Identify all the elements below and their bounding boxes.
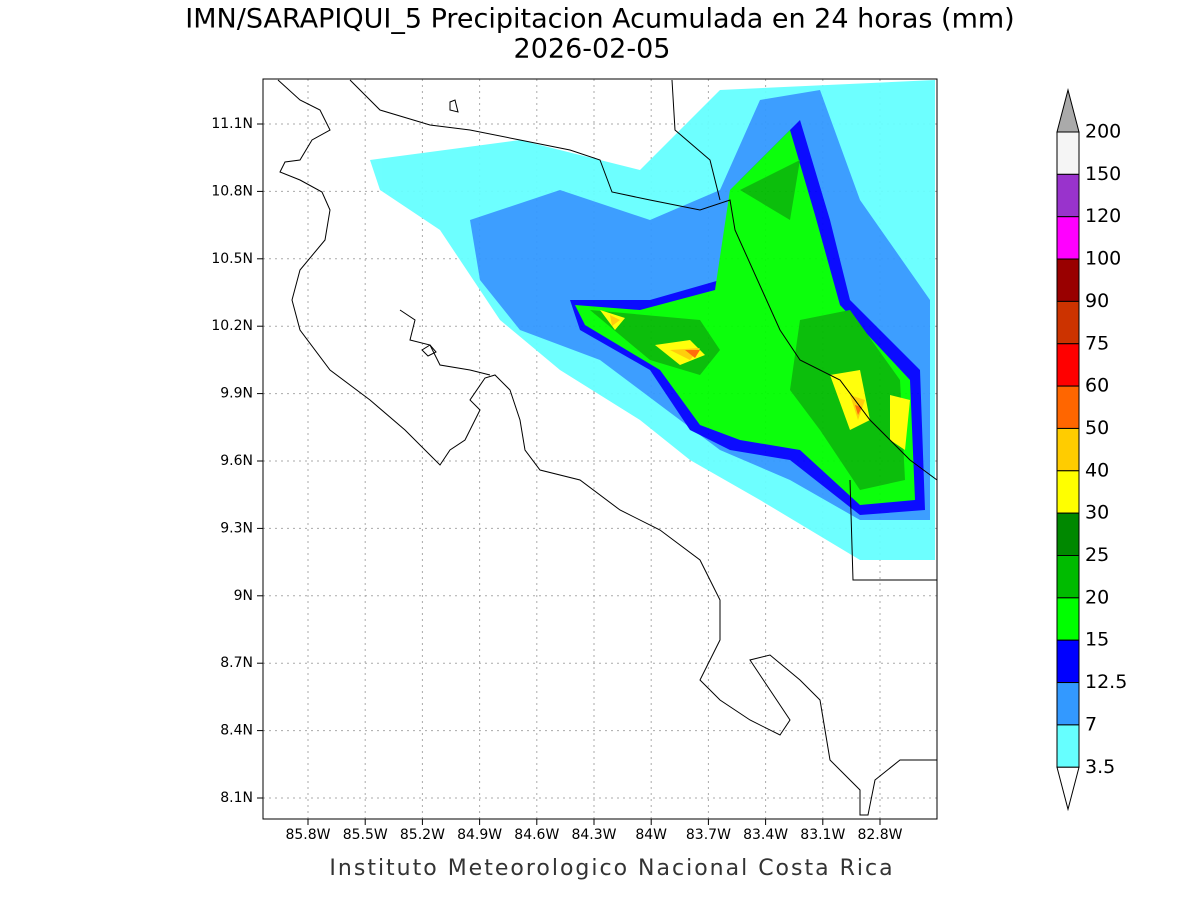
colorbar-box	[1056, 470, 1080, 514]
title: IMN/SARAPIQUI_5 Precipitacion Acumulada …	[185, 4, 1014, 35]
colorbar-box	[1056, 682, 1080, 726]
colorbar-label: 12.5	[1085, 671, 1127, 693]
lon-label: 85.2W	[400, 827, 445, 843]
colorbar-label: 15	[1085, 629, 1109, 651]
colorbar-under	[1056, 766, 1080, 812]
colorbar-label: 150	[1085, 163, 1121, 185]
colorbar-label: 50	[1085, 417, 1109, 439]
colorbar-label: 30	[1085, 502, 1109, 524]
colorbar-box	[1056, 385, 1080, 429]
colorbar-box	[1056, 427, 1080, 472]
lat-label: 10.2N	[211, 318, 253, 334]
lat-label: 9.9N	[220, 386, 253, 402]
colorbar-label: 40	[1085, 459, 1109, 481]
colorbar-label: 75	[1085, 332, 1109, 354]
lat-label: 11.1N	[211, 116, 253, 132]
colorbar-box	[1056, 300, 1080, 345]
colorbar-box	[1056, 258, 1080, 302]
lon-label: 84W	[635, 827, 667, 843]
colorbar-box	[1056, 639, 1080, 684]
colorbar-box	[1056, 597, 1080, 641]
lon-label: 85.5W	[343, 827, 388, 843]
lat-label: 9N	[234, 588, 253, 604]
axis-labels: 85.8W 85.5W 85.2W 84.9W 84.6W 84.3W 84W 83.7W 83…	[211, 116, 902, 843]
lon-label: 83.7W	[686, 827, 731, 843]
lat-label: 10.5N	[211, 251, 253, 267]
lat-label: 8.1N	[220, 790, 253, 806]
colorbar-box	[1056, 216, 1080, 260]
colorbar-label: 120	[1085, 205, 1121, 227]
lat-label: 9.6N	[220, 453, 253, 469]
lat-label: 8.7N	[220, 655, 253, 671]
colorbar: 200 150 120 100 90 75 60 50 40 30 25 20 15 12.5 7 3.5	[1056, 88, 1127, 812]
lon-label: 83.4W	[743, 827, 788, 843]
lat-label: 10.8N	[211, 183, 253, 199]
colorbar-box	[1056, 131, 1080, 175]
precipitation	[370, 80, 935, 560]
colorbar-label: 200	[1085, 121, 1121, 143]
colorbar-box	[1056, 173, 1080, 218]
colorbar-label: 60	[1085, 375, 1109, 397]
map-frame	[262, 78, 938, 820]
lat-label: 9.3N	[220, 520, 253, 536]
colorbar-over	[1056, 88, 1080, 133]
lon-label: 82.8W	[857, 827, 902, 843]
coastlines	[277, 79, 938, 816]
colorbar-label: 25	[1085, 544, 1109, 566]
colorbar-box	[1056, 555, 1080, 599]
date: 2026-02-05	[514, 34, 671, 65]
lat-label: 8.4N	[220, 723, 253, 739]
lon-label: 83.1W	[800, 827, 845, 843]
lon-label: 84.3W	[571, 827, 616, 843]
lon-label: 84.6W	[514, 827, 559, 843]
lon-label: 85.8W	[285, 827, 330, 843]
colorbar-box	[1056, 512, 1080, 557]
colorbar-label: 20	[1085, 586, 1109, 608]
footer: Instituto Meteorologico Nacional Costa R…	[329, 856, 894, 881]
lon-label: 84.9W	[457, 827, 502, 843]
colorbar-label: 100	[1085, 248, 1121, 270]
colorbar-label: 90	[1085, 290, 1109, 312]
colorbar-label: 3.5	[1085, 756, 1115, 778]
colorbar-label: 7	[1085, 713, 1097, 735]
colorbar-box	[1056, 343, 1080, 387]
colorbar-box	[1056, 724, 1080, 768]
